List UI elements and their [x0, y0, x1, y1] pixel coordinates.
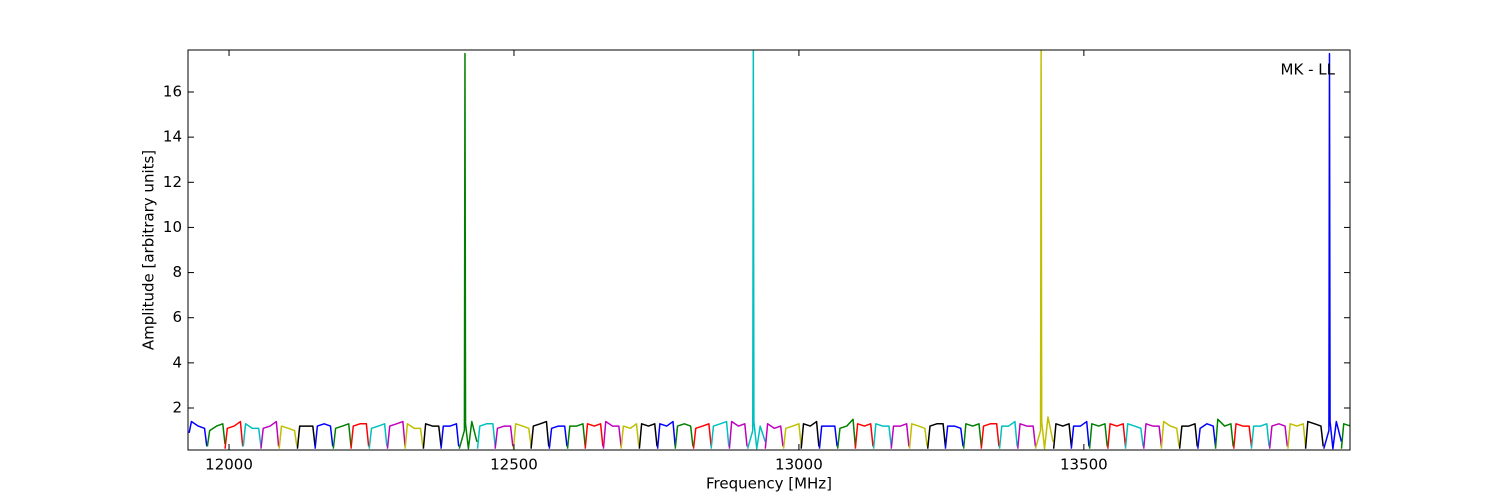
y-axis-label: Amplitude [arbitrary units]	[140, 150, 158, 350]
spectrum-line	[1340, 423, 1350, 449]
spectrum-line	[818, 425, 838, 449]
plot-area	[188, 50, 1350, 450]
spectrum-line	[1250, 423, 1270, 449]
spectrum-line	[584, 423, 604, 449]
spectrum-line	[1107, 423, 1127, 449]
spectrum-line	[368, 423, 388, 449]
spectrum-line	[944, 425, 964, 449]
y-tick-label: 14	[163, 128, 182, 146]
spectrum-line	[890, 423, 910, 449]
spectrum-line	[1214, 418, 1234, 449]
spectrum-line	[980, 423, 1000, 449]
y-tick-label: 10	[163, 218, 182, 236]
spectrum-line	[1124, 423, 1144, 449]
spectrum-line	[278, 425, 298, 449]
spectrum-line	[854, 423, 874, 449]
spectrum-line	[908, 423, 928, 449]
spectrum-line	[962, 423, 983, 449]
y-tick-label: 2	[172, 399, 182, 417]
spectrum-line	[458, 52, 478, 450]
y-tick-label: 8	[172, 263, 182, 281]
spectrum-line	[710, 420, 730, 449]
y-tick-label: 12	[163, 173, 182, 191]
spectrum-line	[566, 423, 586, 449]
spectrum-line	[800, 420, 820, 449]
spectrum-line	[512, 423, 532, 449]
spectrum-line	[1287, 423, 1307, 449]
spectrum-line	[404, 423, 424, 449]
annotation: MK - LL	[1281, 61, 1336, 79]
spectrum-line	[422, 423, 442, 449]
spectrum-line	[1034, 50, 1054, 450]
spectrum-line	[872, 423, 892, 449]
spectrum-line	[206, 423, 226, 447]
spectrum-line	[674, 423, 694, 449]
spectrum-line	[782, 423, 802, 449]
x-axis-label: Frequency [MHz]	[706, 475, 832, 493]
spectrum-line	[494, 425, 514, 449]
spectrum-line	[260, 420, 280, 449]
spectrum-line	[350, 423, 370, 449]
spectrum-line	[620, 423, 640, 449]
x-tick-label: 13500	[1060, 456, 1108, 474]
y-tick-label: 4	[172, 353, 182, 371]
spectrum-line	[1323, 52, 1343, 450]
spectrum-line	[836, 418, 857, 449]
spectrum-line	[1088, 423, 1108, 449]
spectrum-line	[692, 423, 712, 449]
spectrum-line	[314, 423, 334, 449]
y-tick-label: 16	[163, 82, 182, 100]
spectrum-line	[386, 420, 406, 449]
spectrum-line	[296, 425, 316, 449]
x-tick-label: 12000	[205, 456, 253, 474]
spectrum-line	[998, 420, 1018, 449]
spectrum-line	[1304, 420, 1324, 449]
spectrum-line	[1232, 423, 1253, 449]
spectrum-line	[1052, 423, 1073, 449]
spectrum-line	[476, 423, 496, 449]
spectrum-line	[188, 420, 208, 447]
spectrum-line	[764, 423, 784, 449]
spectrum-line	[332, 423, 352, 449]
x-tick-label: 12500	[490, 456, 538, 474]
y-tick-label: 6	[172, 308, 182, 326]
spectrum-line	[530, 420, 550, 449]
spectrum-line	[1268, 423, 1289, 449]
spectrum-line	[1178, 423, 1199, 449]
spectrum-line	[746, 50, 767, 450]
spectrum-line	[1160, 420, 1180, 449]
spectrum-line	[638, 423, 658, 449]
spectrum-line	[728, 420, 748, 449]
spectrum-line	[656, 420, 676, 449]
spectrum-line	[926, 423, 947, 449]
x-tick-label: 13000	[775, 456, 823, 474]
spectrum-line	[602, 420, 622, 449]
spectrum-line	[242, 423, 262, 447]
spectrum-line	[224, 420, 244, 449]
spectrum-line	[440, 423, 460, 449]
axes-frame	[187, 49, 1351, 451]
spectrum-line	[1197, 423, 1217, 449]
spectrum-line	[1017, 423, 1037, 449]
spectrum-line	[1070, 420, 1090, 449]
spectrum-line	[1142, 423, 1163, 449]
spectrum-line	[548, 425, 568, 449]
